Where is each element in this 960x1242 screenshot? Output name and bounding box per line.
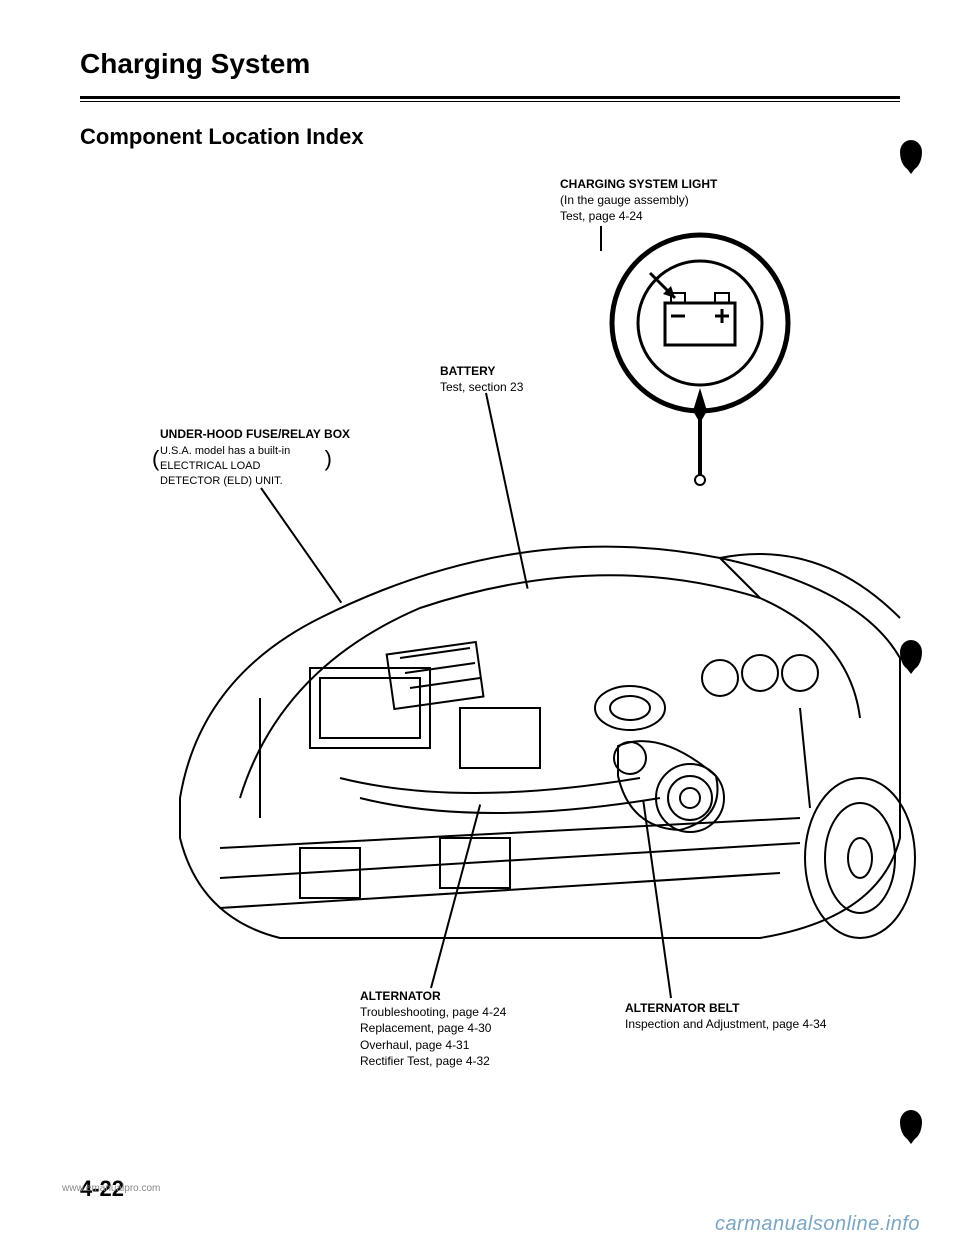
diagram-area: CHARGING SYSTEM LIGHT (In the gauge asse… xyxy=(80,158,900,1058)
callout-text: (In the gauge assembly) xyxy=(560,192,780,208)
callout-title: ALTERNATOR BELT xyxy=(625,1001,739,1015)
callout-alternator: ALTERNATOR Troubleshooting, page 4-24 Re… xyxy=(360,988,590,1069)
callout-text: Replacement, page 4-30 xyxy=(360,1020,590,1036)
divider-thick xyxy=(80,96,900,99)
callout-title: CHARGING SYSTEM LIGHT xyxy=(560,177,717,191)
divider-thin xyxy=(80,101,900,102)
leader-line xyxy=(600,226,602,251)
charging-light-indicator-icon xyxy=(605,228,795,488)
margin-bullet-icon xyxy=(900,140,922,170)
margin-bullet-icon xyxy=(900,1110,922,1140)
callout-alternator-belt: ALTERNATOR BELT Inspection and Adjustmen… xyxy=(625,1000,905,1032)
callout-text: Troubleshooting, page 4-24 xyxy=(360,1004,590,1020)
callout-text: Test, page 4-24 xyxy=(560,208,780,224)
callout-title: UNDER-HOOD FUSE/RELAY BOX xyxy=(160,427,350,441)
watermark-text: www.emanualpro.com xyxy=(62,1183,160,1194)
page-title: Charging System xyxy=(80,48,900,80)
manual-page: Charging System Component Location Index… xyxy=(0,0,960,1242)
callout-text: Overhaul, page 4-31 xyxy=(360,1037,590,1053)
engine-bay-illustration xyxy=(160,498,920,978)
callout-text: Rectifier Test, page 4-32 xyxy=(360,1053,590,1069)
callout-title: BATTERY xyxy=(440,364,495,378)
section-title: Component Location Index xyxy=(80,124,900,150)
callout-underhood-fusebox: UNDER-HOOD FUSE/RELAY BOX ( U.S.A. model… xyxy=(160,426,390,489)
callout-text: Test, section 23 xyxy=(440,379,600,395)
callout-text: ELECTRICAL LOAD xyxy=(160,460,260,472)
callout-charging-light: CHARGING SYSTEM LIGHT (In the gauge asse… xyxy=(560,176,780,225)
callout-battery: BATTERY Test, section 23 xyxy=(440,363,600,395)
callout-text: Inspection and Adjustment, page 4-34 xyxy=(625,1016,905,1032)
footer-brand: carmanualsonline.info xyxy=(715,1213,920,1236)
callout-title: ALTERNATOR xyxy=(360,989,441,1003)
callout-text: DETECTOR (ELD) UNIT. xyxy=(160,475,283,487)
callout-text: U.S.A. model has a built-in xyxy=(160,445,290,457)
